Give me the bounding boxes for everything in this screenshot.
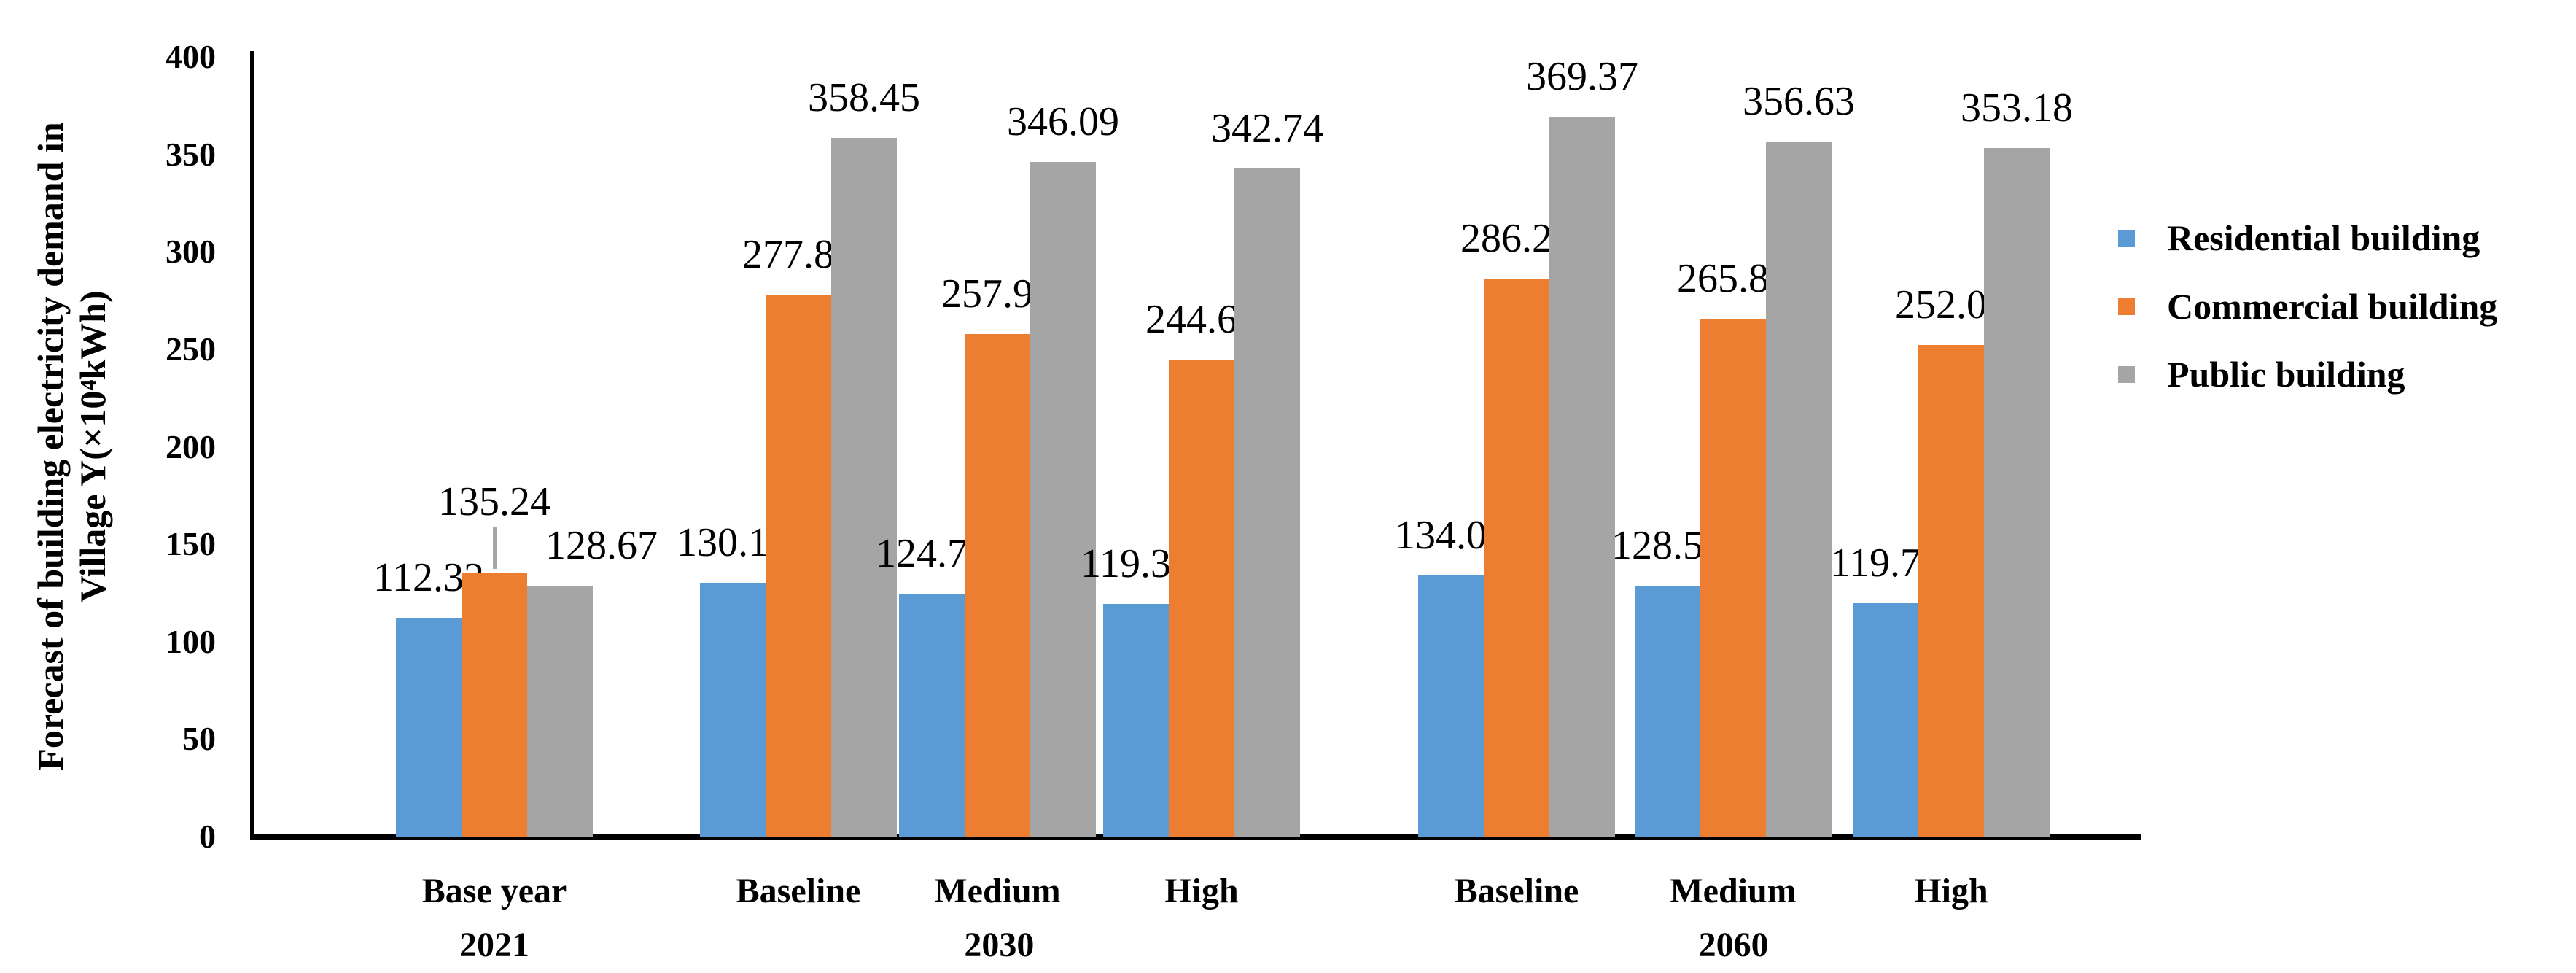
bar-commercial-high-2060 [1918,345,1984,837]
bar-public-baseline-2060 [1549,116,1615,837]
x-category-label: Medium [934,872,1061,910]
y-tick-label: 200 [166,427,216,465]
bar-value-label: 346.09 [1007,99,1119,145]
bar-commercial-medium-2030 [965,333,1030,837]
y-tick-label: 50 [182,720,216,758]
x-category-label: High [1914,872,1988,910]
y-axis-title-line1: Forecast of building electricity demand … [30,122,71,771]
bar-commercial-base-year-2021 [462,573,527,837]
bar-value-label: 369.37 [1526,53,1638,99]
bar-public-baseline-2030 [831,138,897,837]
legend-item-public: Public building [2118,352,2405,396]
y-axis-line [250,51,254,839]
legend-item-commercial: Commercial building [2118,284,2497,328]
bar-residential-medium-2060 [1635,586,1700,837]
bar-public-high-2060 [1984,148,2050,837]
x-year-label: 2021 [459,926,529,964]
bar-commercial-high-2030 [1169,360,1234,837]
bar-value-label: 342.74 [1211,106,1323,152]
bar-public-base-year-2021 [527,586,593,837]
x-category-label: Medium [1670,872,1797,910]
legend-label: Public building [2167,354,2405,395]
bar-commercial-baseline-2060 [1484,278,1549,837]
bar-value-label: 353.18 [1961,85,2073,131]
legend-item-residential: Residential building [2118,216,2480,260]
label-leader-line [493,526,497,569]
y-tick-label: 400 [166,38,216,75]
y-tick-label: 300 [166,233,216,271]
x-category-label: Base year [421,872,567,910]
legend-swatch-icon [2118,365,2135,383]
y-tick-label: 150 [166,525,216,563]
legend-swatch-icon [2118,298,2135,315]
bar-value-label: 358.45 [808,75,920,121]
y-tick-label: 100 [166,622,216,660]
bar-value-label: 356.63 [1743,78,1855,124]
bar-public-high-2030 [1234,168,1300,837]
y-tick-label: 350 [166,135,216,173]
x-year-label: 2030 [964,926,1035,964]
bar-public-medium-2060 [1766,141,1832,837]
bar-value-label: 128.67 [545,523,658,569]
bar-residential-high-2030 [1103,603,1169,837]
bar-residential-baseline-2030 [700,583,766,837]
bar-value-label: 135.24 [438,478,550,524]
x-category-label: Baseline [1454,872,1579,910]
x-category-label: High [1164,872,1239,910]
bar-commercial-baseline-2030 [766,295,831,837]
bar-public-medium-2030 [1030,162,1096,837]
legend-label: Residential building [2167,217,2480,258]
y-tick-label: 0 [199,818,216,855]
bar-residential-baseline-2060 [1418,575,1484,837]
bar-commercial-medium-2060 [1700,318,1766,837]
legend-swatch-icon [2118,229,2135,247]
x-year-label: 2060 [1698,926,1769,964]
legend-label: Commercial building [2167,286,2498,327]
bar-residential-base-year-2021 [396,617,462,837]
bar-residential-high-2060 [1853,603,1918,837]
x-axis-line [250,834,2141,840]
x-category-label: Baseline [736,872,861,910]
bar-residential-medium-2030 [899,593,965,837]
y-tick-label: 250 [166,330,216,368]
